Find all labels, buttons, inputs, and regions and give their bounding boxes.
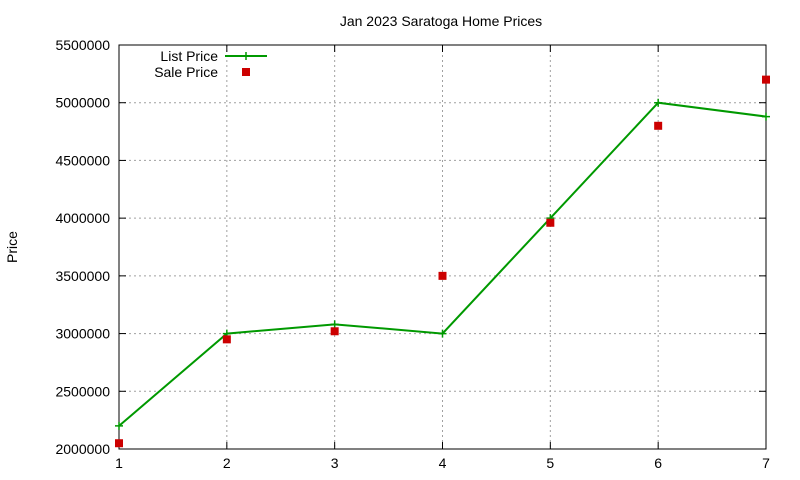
grid (119, 45, 766, 449)
x-tick-label: 7 (762, 455, 770, 471)
series-1 (115, 98, 770, 430)
y-axis-label: Price (4, 231, 20, 263)
legend-label: Sale Price (154, 64, 218, 80)
x-tick-label: 6 (654, 455, 662, 471)
square-marker (330, 327, 339, 336)
square-marker (546, 218, 555, 227)
plus-marker (115, 421, 123, 430)
chart-title: Jan 2023 Saratoga Home Prices (340, 13, 542, 29)
x-tick-label: 2 (223, 455, 231, 471)
series-layer (115, 75, 770, 448)
plus-marker (330, 320, 339, 329)
square-marker (762, 75, 770, 84)
x-tick-label: 1 (115, 455, 123, 471)
y-tick-label: 2000000 (55, 441, 110, 457)
plus-marker (438, 329, 447, 338)
y-tick-label: 3500000 (55, 268, 110, 284)
square-marker (438, 271, 447, 280)
plus-marker (762, 112, 770, 121)
y-tick-label: 4500000 (55, 152, 110, 168)
x-tick-label: 5 (546, 455, 554, 471)
y-tick-label: 5000000 (55, 95, 110, 111)
axes: 2000000250000030000003500000400000045000… (55, 37, 770, 471)
y-tick-label: 2500000 (55, 383, 110, 399)
y-tick-label: 5500000 (55, 37, 110, 53)
square-marker (654, 121, 663, 130)
square-marker (222, 335, 231, 344)
legend-plus-marker (242, 52, 250, 60)
series-2 (115, 75, 770, 448)
y-tick-label: 3000000 (55, 326, 110, 342)
y-tick-label: 4000000 (55, 210, 110, 226)
legend-label: List Price (160, 48, 218, 64)
x-tick-label: 3 (331, 455, 339, 471)
x-tick-label: 4 (439, 455, 447, 471)
legend-square-marker (242, 68, 250, 76)
plus-marker (654, 98, 663, 107)
square-marker (115, 439, 123, 448)
